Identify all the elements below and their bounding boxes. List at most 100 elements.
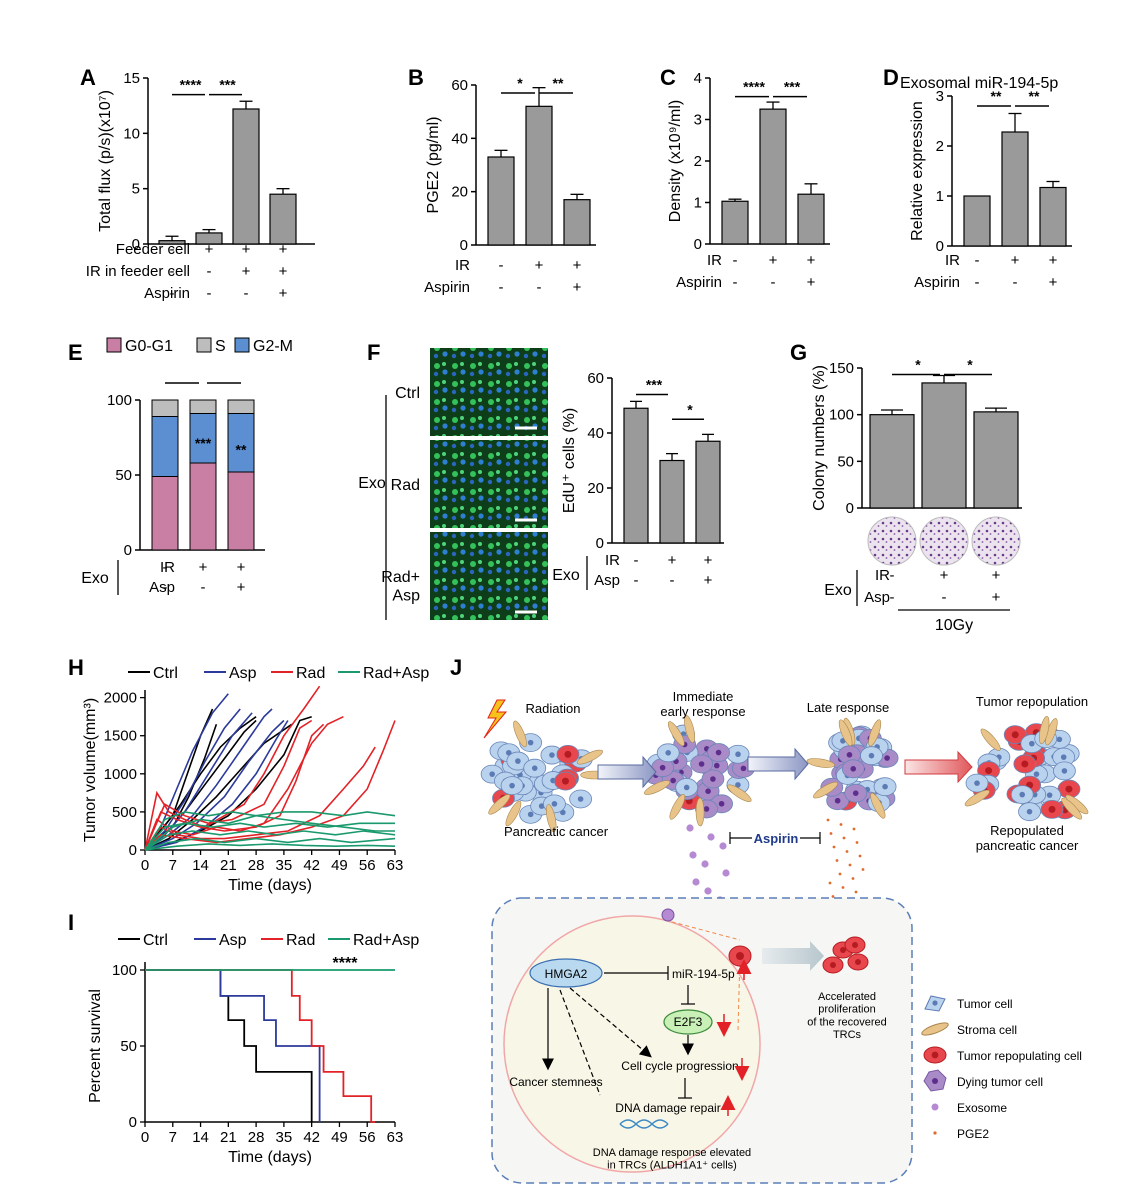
stroma-cell [806, 758, 835, 768]
x-tick-label: 42 [303, 857, 320, 874]
tumor-cluster-initial [480, 720, 609, 833]
nucleus [740, 765, 747, 772]
y-tick-label: 0 [596, 535, 604, 552]
condition-mark: - [499, 257, 504, 274]
exosome-icon [931, 1103, 939, 1111]
stroma-cell [695, 797, 705, 827]
condition-mark: - [890, 567, 895, 584]
condition-mark: - [1013, 274, 1018, 291]
text-line: in TRCs (ALDH1A1⁺ cells) [607, 1160, 737, 1172]
nucleus [718, 800, 725, 807]
panel-label: F [367, 340, 380, 365]
nucleus [834, 797, 841, 804]
x-axis-label: Time (days) [228, 1149, 312, 1166]
significance-mark: ** [1029, 88, 1040, 104]
significance-mark: *** [646, 377, 663, 393]
condition-mark: - [499, 279, 504, 296]
nucleus [868, 752, 875, 759]
pge2-particle [832, 845, 836, 849]
y-tick-label: 20 [587, 480, 604, 497]
stage-label-pancreatic: Pancreatic cancer [504, 824, 609, 839]
text-line: Accelerated [818, 991, 876, 1003]
x-tick-label: 63 [387, 1129, 404, 1146]
significance-mark: ** [553, 75, 564, 91]
nucleus [830, 962, 836, 968]
significance-mark: ** [236, 441, 247, 457]
x-axis-label: Time (days) [228, 877, 312, 894]
nucleus [1026, 808, 1033, 815]
exosome-particle [701, 860, 709, 868]
nucleus [931, 1051, 939, 1059]
x-tick-label: 49 [331, 857, 348, 874]
y-tick-label: 100 [112, 962, 137, 979]
growth-curve-rad [144, 746, 376, 851]
accelerated-label: Accelerated proliferation of the recovered… [807, 991, 887, 1041]
panel-label: I [68, 910, 74, 935]
growth-curve-asp [144, 719, 285, 851]
stroma-cell [684, 715, 696, 743]
y-tick-label: 40 [587, 425, 604, 442]
nucleus [577, 796, 584, 802]
condition-mark: + [573, 279, 582, 296]
x-tick-label: 0 [141, 1129, 149, 1146]
stage-arrow [597, 755, 657, 789]
dna-box-label: DNA damage response elevated in TRCs (ALD… [593, 1147, 751, 1172]
panel-label: D [883, 65, 899, 90]
panel-h: H 0 500 1000 1500 2000 0 7 14 21 28 35 42 49 56 63 Tumor… [68, 655, 429, 894]
text-line: Rad+ [381, 569, 420, 586]
stage-label-repopulation: Tumor repopulation [976, 694, 1088, 709]
stage-label-late: Late response [807, 700, 889, 715]
pge2-particle [828, 881, 832, 885]
condition-mark: - [170, 263, 175, 280]
nucleus [715, 749, 722, 756]
nucleus [564, 750, 572, 758]
condition-mark: + [807, 252, 816, 269]
legend-entry: Exosome [957, 1101, 1007, 1115]
nucleus [932, 1078, 938, 1084]
stage-label-repopulated: Repopulated pancreatic cancer [976, 823, 1079, 853]
condition-mark: - [537, 279, 542, 296]
x-tick-label: 56 [359, 857, 376, 874]
y-tick-label: 0 [694, 236, 702, 253]
condition-mark: + [807, 274, 816, 291]
condition-mark: + [237, 579, 246, 596]
x-tick-label: 63 [387, 857, 404, 874]
stacked-segment [189, 462, 217, 551]
condition-mark: - [201, 579, 206, 596]
nucleus [531, 765, 538, 771]
nucleus [884, 755, 890, 761]
condition-label: Aspirin [676, 274, 722, 291]
text-line: Immediate [673, 689, 734, 704]
condition-label: IR [875, 567, 890, 584]
growth-curve-rad+asp [144, 843, 396, 851]
y-tick-label: 4 [694, 70, 702, 87]
bar [525, 105, 553, 246]
nucleus [1019, 791, 1026, 798]
x-tick-label: 0 [141, 857, 149, 874]
nucleus [882, 783, 888, 790]
stroma-cell [964, 789, 990, 807]
bar [759, 108, 787, 245]
pge2-particle [848, 863, 852, 867]
text-line: Repopulated [990, 823, 1064, 838]
chart-title: Exosomal miR-194-5p [900, 75, 1058, 92]
condition-mark: + [279, 241, 288, 258]
tumor-cluster-late [806, 717, 899, 819]
y-tick-label: 100 [829, 407, 854, 424]
legend-entry: G2-M [253, 338, 293, 355]
text-line: TRCs [833, 1029, 862, 1041]
growth-curve-rad+asp [144, 814, 395, 851]
y-tick-label: 1 [694, 195, 702, 212]
exosome-particle [722, 869, 730, 877]
zoom-line [664, 919, 741, 941]
nucleus [840, 947, 846, 953]
stacked-segment [189, 413, 217, 464]
legend-entry: G0-G1 [125, 338, 173, 355]
legend-entry: Rad [286, 932, 315, 949]
nucleus [509, 782, 515, 789]
legend-entry: Dying tumor cell [957, 1075, 1043, 1089]
y-tick-label: 0 [129, 842, 137, 859]
stacked-segment [227, 399, 255, 414]
